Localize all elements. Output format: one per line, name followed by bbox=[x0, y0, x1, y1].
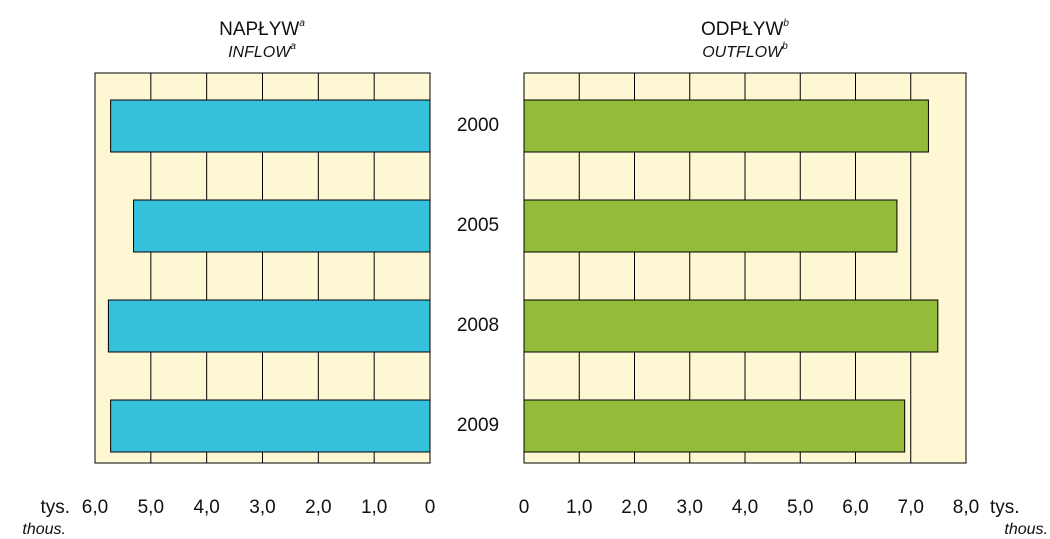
title-note: b bbox=[783, 18, 789, 29]
subtitle-text: OUTFLOW bbox=[702, 44, 784, 61]
x-tick-label: 6,0 bbox=[82, 497, 108, 518]
x-tick-label: 6,0 bbox=[842, 497, 868, 518]
subtitle-note: a bbox=[290, 41, 296, 52]
bar bbox=[523, 99, 929, 153]
x-tick-label: 4,0 bbox=[193, 497, 219, 518]
bar bbox=[110, 399, 431, 453]
x-tick-label: 2,0 bbox=[621, 497, 647, 518]
subtitle-text: INFLOW bbox=[228, 44, 292, 61]
title-note: a bbox=[299, 18, 305, 29]
category-label: 2000 bbox=[457, 115, 499, 136]
title-text: NAPŁYW bbox=[219, 19, 299, 40]
subtitle-note: b bbox=[782, 41, 788, 52]
x-tick-label: 2,0 bbox=[305, 497, 331, 518]
chart-title: NAPŁYWa bbox=[219, 18, 305, 40]
x-tick-label: 0 bbox=[425, 497, 436, 518]
x-tick-label: 0 bbox=[519, 497, 530, 518]
bar bbox=[523, 299, 939, 353]
x-tick-label: 1,0 bbox=[361, 497, 387, 518]
x-tick-label: 4,0 bbox=[732, 497, 758, 518]
bar bbox=[523, 199, 898, 253]
x-axis-label: tys. bbox=[40, 497, 70, 518]
x-tick-label: 3,0 bbox=[249, 497, 275, 518]
category-label: 2009 bbox=[457, 415, 499, 436]
bar bbox=[523, 399, 906, 453]
bar bbox=[110, 99, 431, 153]
chart-title: ODPŁYWb bbox=[701, 18, 789, 40]
x-tick-label: 1,0 bbox=[566, 497, 592, 518]
title-text: ODPŁYW bbox=[701, 19, 783, 40]
x-tick-label: 8,0 bbox=[953, 497, 979, 518]
x-tick-label: 5,0 bbox=[138, 497, 164, 518]
bar bbox=[133, 199, 431, 253]
chart-subtitle: INFLOWa bbox=[228, 41, 296, 62]
x-axis-label: thous. bbox=[22, 521, 66, 538]
x-axis-label: thous. bbox=[1004, 521, 1048, 538]
x-axis-label: tys. bbox=[990, 497, 1020, 518]
category-label: 2005 bbox=[457, 215, 499, 236]
x-tick-label: 3,0 bbox=[677, 497, 703, 518]
x-tick-label: 5,0 bbox=[787, 497, 813, 518]
category-label: 2008 bbox=[457, 315, 499, 336]
bar bbox=[107, 299, 431, 353]
chart-subtitle: OUTFLOWb bbox=[702, 41, 788, 62]
x-tick-label: 7,0 bbox=[898, 497, 924, 518]
